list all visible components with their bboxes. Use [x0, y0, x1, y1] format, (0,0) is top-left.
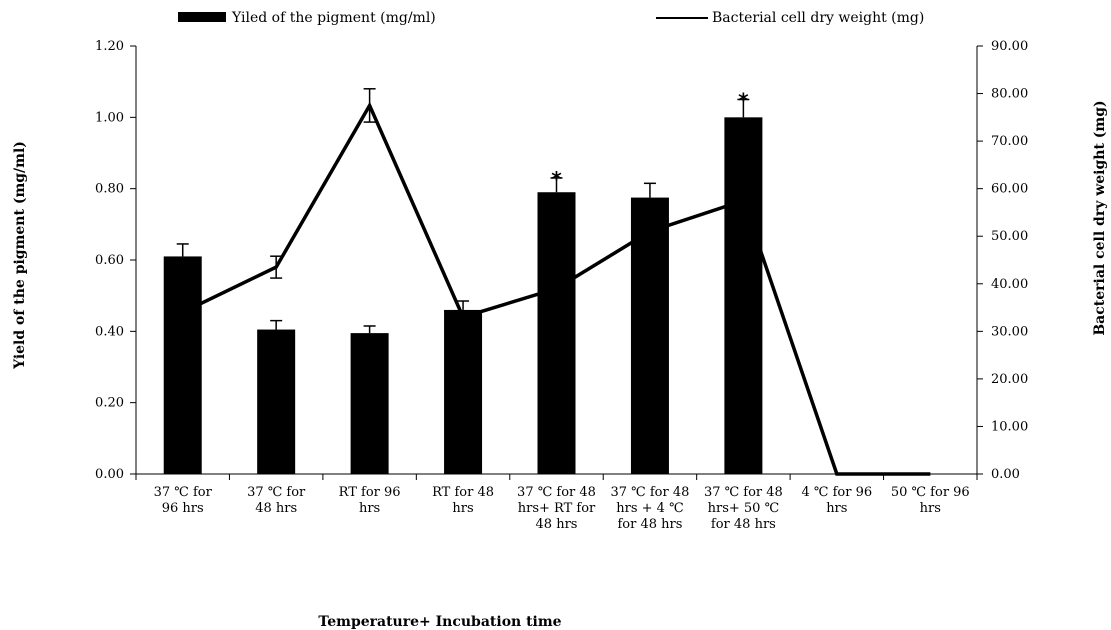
- category-label: 50 ℃ for 96 hrs: [891, 485, 970, 516]
- category-label: 4 ℃ for 96 hrs: [802, 485, 873, 516]
- left-axis-title: Yield of the pigment (mg/ml): [12, 141, 28, 370]
- category-label: 37 ℃ for 96 hrs: [154, 485, 213, 516]
- left-axis-tick-label: 0.40: [95, 324, 124, 339]
- axes: 0.00 0.20 0.40 0.60 0.80 1.00 1.20 0.00 10.00 20.…: [95, 39, 1028, 482]
- bar: [444, 309, 483, 474]
- legend: Yiled of the pigment (mg/ml) Bacterial c…: [178, 10, 924, 26]
- category-label: RT for 48 hrs: [432, 485, 494, 516]
- bar: [724, 117, 763, 474]
- line-series: [181, 88, 931, 476]
- significance-marker: *: [551, 167, 562, 191]
- legend-label-cell-dry-weight: Bacterial cell dry weight (mg): [712, 10, 924, 26]
- category-label-line: for 48 hrs: [617, 517, 682, 532]
- category-label-line: 50 ℃ for 96: [891, 485, 970, 500]
- category-label-line: 96 hrs: [162, 501, 204, 516]
- bar: [630, 197, 669, 475]
- category-label-line: RT for 48: [432, 485, 494, 500]
- right-axis-tick-label: 70.00: [991, 134, 1028, 149]
- category-label-line: hrs: [452, 501, 473, 516]
- right-axis-tick-label: 40.00: [991, 277, 1028, 292]
- left-axis-tick-label: 0.60: [95, 253, 124, 268]
- right-axis-tick-label: 0.00: [991, 467, 1020, 482]
- category-label-line: hrs: [826, 501, 847, 516]
- category-label-line: 37 ℃ for: [247, 485, 306, 500]
- category-label-line: 37 ℃ for 48: [610, 485, 689, 500]
- category-label: 37 ℃ for 48 hrs: [247, 485, 306, 516]
- right-axis-tick-label: 60.00: [991, 182, 1028, 197]
- category-label: RT for 96 hrs: [339, 485, 401, 516]
- category-label: 37 ℃ for 48 hrs+ 50 ℃ for 48 hrs: [704, 485, 783, 532]
- bar: [350, 333, 389, 474]
- legend-swatch-pigment-yield: [178, 12, 226, 22]
- category-label-line: hrs: [359, 501, 380, 516]
- category-label-line: hrs+ 50 ℃: [708, 501, 780, 516]
- category-label-line: RT for 96: [339, 485, 401, 500]
- left-axis-tick-label: 1.20: [95, 39, 124, 54]
- category-label-line: hrs+ RT for: [518, 501, 596, 516]
- category-label-line: hrs: [920, 501, 941, 516]
- category-label-line: 37 ℃ for 48: [704, 485, 783, 500]
- category-label: 37 ℃ for 48 hrs + 4 ℃ for 48 hrs: [610, 485, 689, 532]
- left-axis-tick-label: 1.00: [95, 110, 124, 125]
- right-axis-tick-label: 90.00: [991, 39, 1028, 54]
- bar: [163, 256, 202, 474]
- category-label-line: hrs + 4 ℃: [616, 501, 683, 516]
- bar: [537, 192, 576, 474]
- category-label-line: 48 hrs: [536, 517, 578, 532]
- legend-label-pigment-yield: Yiled of the pigment (mg/ml): [231, 10, 436, 26]
- category-label-line: 37 ℃ for: [154, 485, 213, 500]
- left-axis-tick-label: 0.20: [95, 396, 124, 411]
- right-axis-tick-label: 80.00: [991, 87, 1028, 102]
- bar-series: **: [163, 89, 763, 475]
- significance-marker: *: [738, 89, 749, 113]
- category-label-line: 4 ℃ for 96: [802, 485, 873, 500]
- left-axis-tick-label: 0.80: [95, 182, 124, 197]
- bar: [257, 329, 296, 474]
- category-label-line: 37 ℃ for 48: [517, 485, 596, 500]
- category-label-line: 48 hrs: [255, 501, 297, 516]
- right-axis-tick-label: 50.00: [991, 229, 1028, 244]
- category-label-line: for 48 hrs: [711, 517, 776, 532]
- right-axis-tick-label: 20.00: [991, 372, 1028, 387]
- category-label: 37 ℃ for 48 hrs+ RT for 48 hrs: [517, 485, 596, 532]
- right-axis-title: Bacterial cell dry weight (mg): [1092, 100, 1108, 335]
- left-axis-tick-label: 0.00: [95, 467, 124, 482]
- cell-dry-weight-line: [181, 101, 931, 476]
- right-axis-tick-label: 30.00: [991, 324, 1028, 339]
- right-axis-tick-label: 10.00: [991, 419, 1028, 434]
- x-axis-title: Temperature+ Incubation time: [318, 614, 561, 630]
